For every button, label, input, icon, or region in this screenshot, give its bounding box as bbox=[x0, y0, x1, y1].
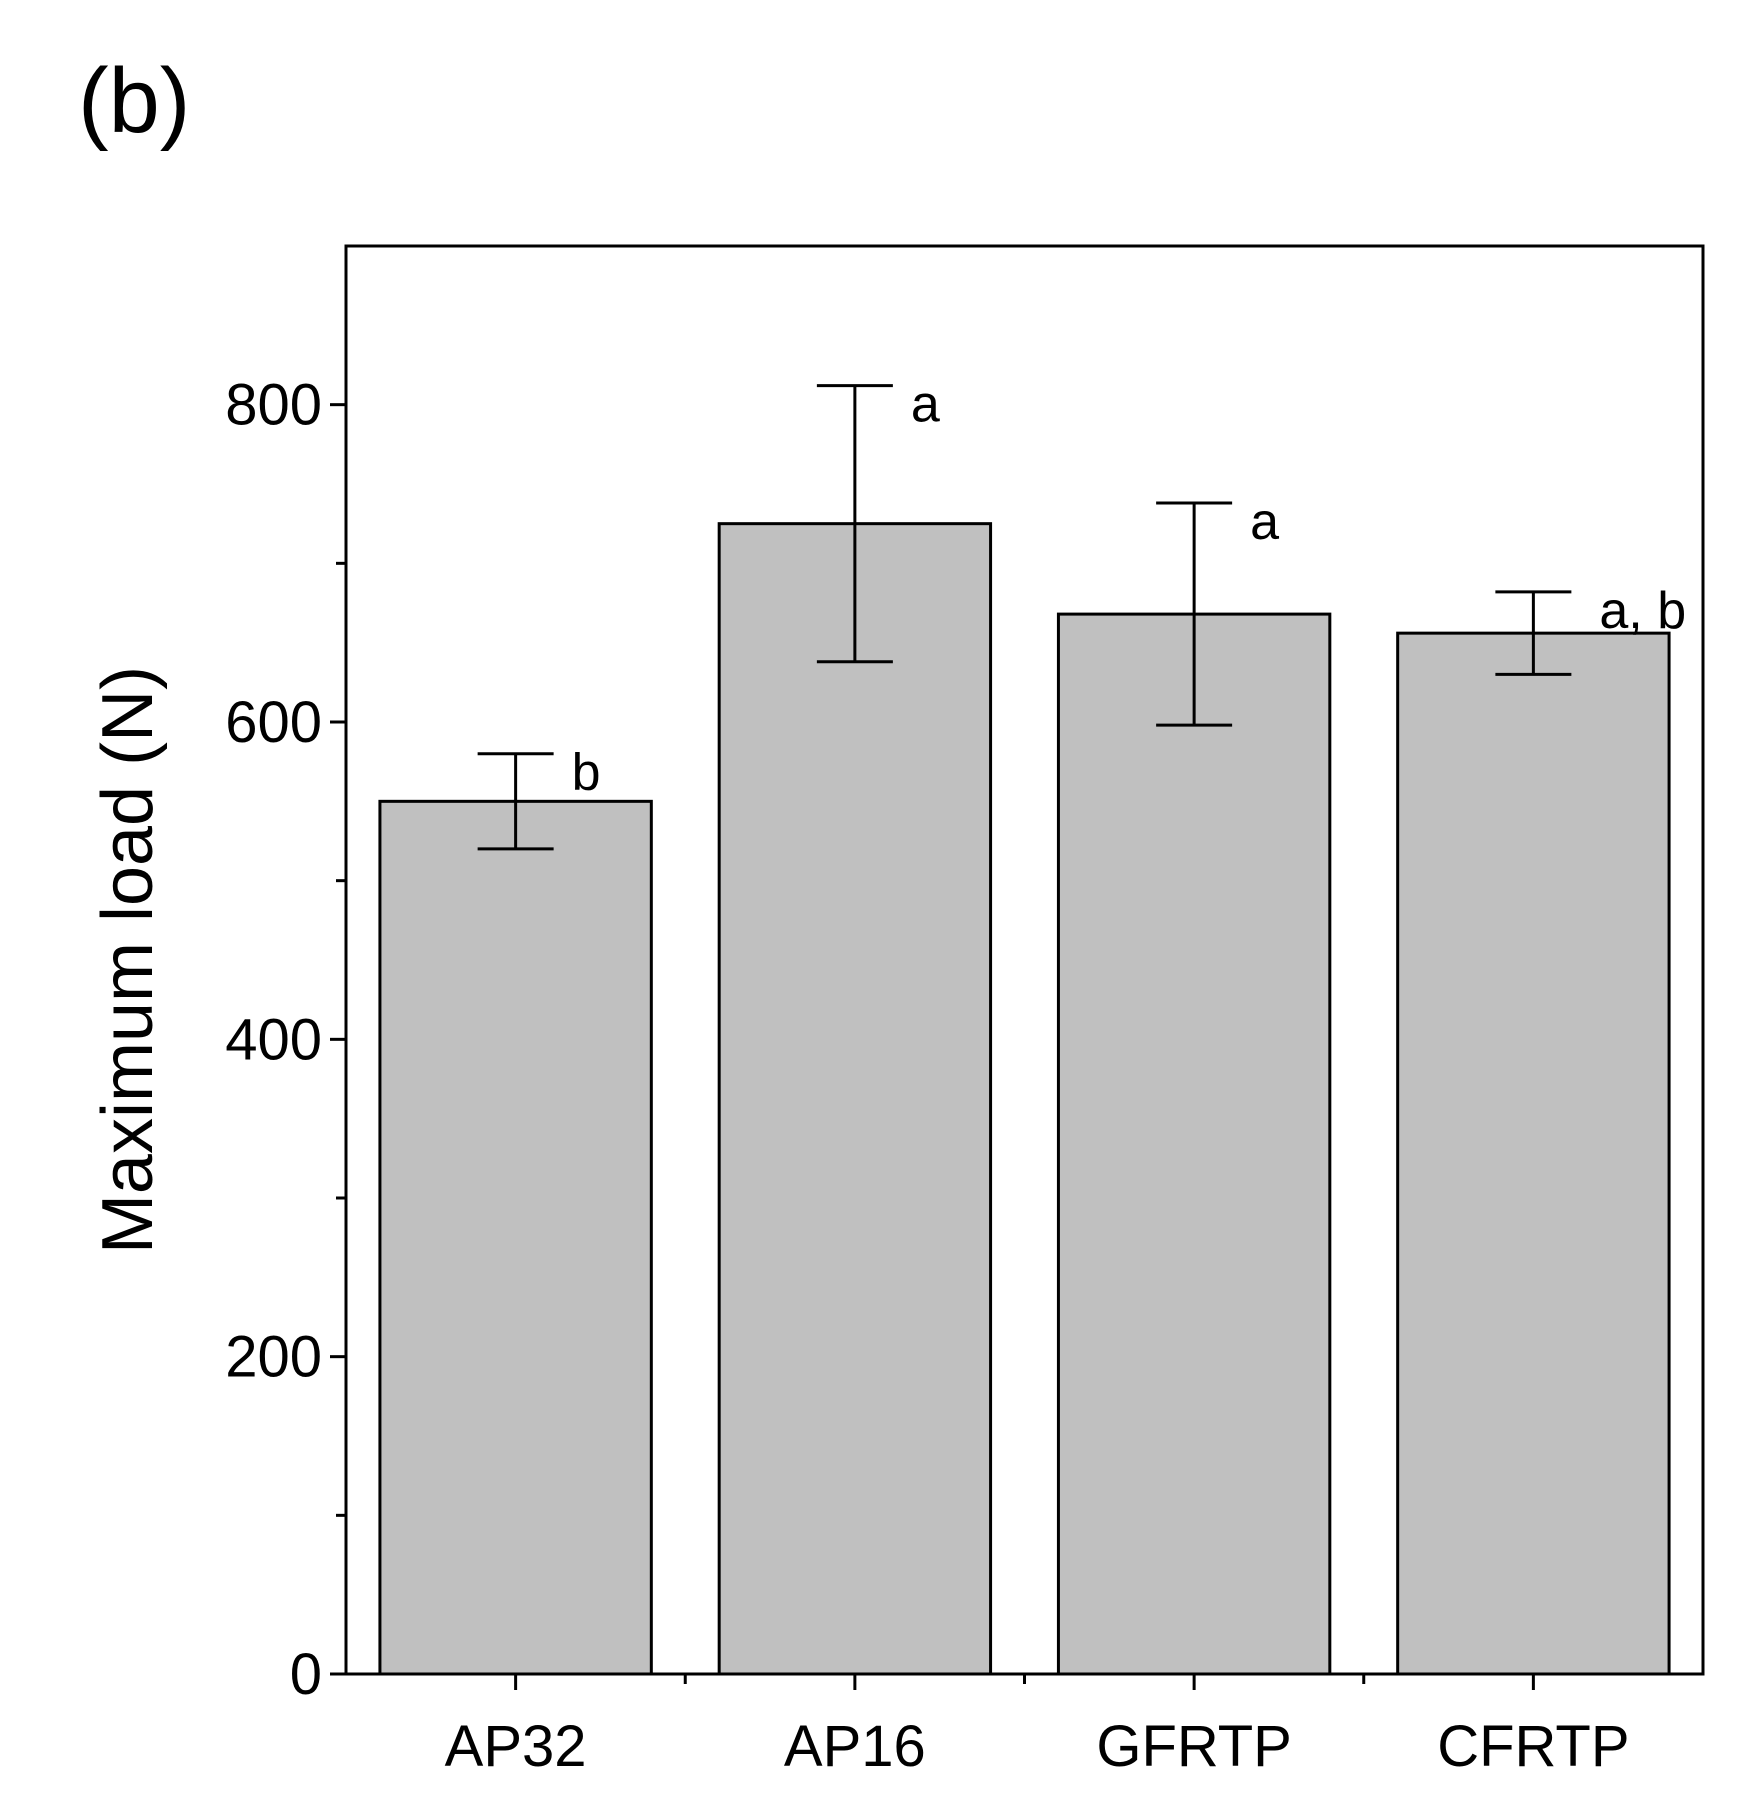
significance-label-ap32: b bbox=[572, 744, 601, 802]
y-tick-label-0: 0 bbox=[290, 1642, 322, 1707]
error-bars-group bbox=[477, 384, 1572, 851]
significance-label-ap16: a bbox=[911, 376, 940, 434]
bar-gfrtp bbox=[1056, 612, 1332, 1676]
y-tick-label-800: 800 bbox=[225, 373, 322, 438]
bar-cfrtp bbox=[1396, 631, 1671, 1676]
x-axis-ticks: AP32 AP16 GFRTP CFRTP bbox=[445, 1674, 1630, 1779]
y-axis-ticks: 0 200 400 600 800 bbox=[225, 373, 346, 1707]
bars-group bbox=[378, 522, 1671, 1676]
significance-labels-group: b a a a, b bbox=[572, 376, 1686, 802]
x-tick-label-ap32: AP32 bbox=[445, 1714, 587, 1779]
bar-ap32 bbox=[378, 799, 653, 1676]
significance-label-gfrtp: a bbox=[1250, 493, 1279, 551]
bar-ap16 bbox=[717, 522, 993, 1676]
y-tick-label-200: 200 bbox=[225, 1325, 322, 1390]
significance-label-cfrtp: a, b bbox=[1599, 582, 1686, 640]
x-tick-label-cfrtp: CFRTP bbox=[1437, 1714, 1629, 1779]
x-tick-label-gfrtp: GFRTP bbox=[1096, 1714, 1292, 1779]
y-tick-label-400: 400 bbox=[225, 1007, 322, 1072]
x-tick-label-ap16: AP16 bbox=[784, 1714, 926, 1779]
y-tick-label-600: 600 bbox=[225, 690, 322, 755]
panel-label: (b) bbox=[78, 50, 190, 152]
y-axis-title: Maximum load (N) bbox=[88, 666, 168, 1254]
